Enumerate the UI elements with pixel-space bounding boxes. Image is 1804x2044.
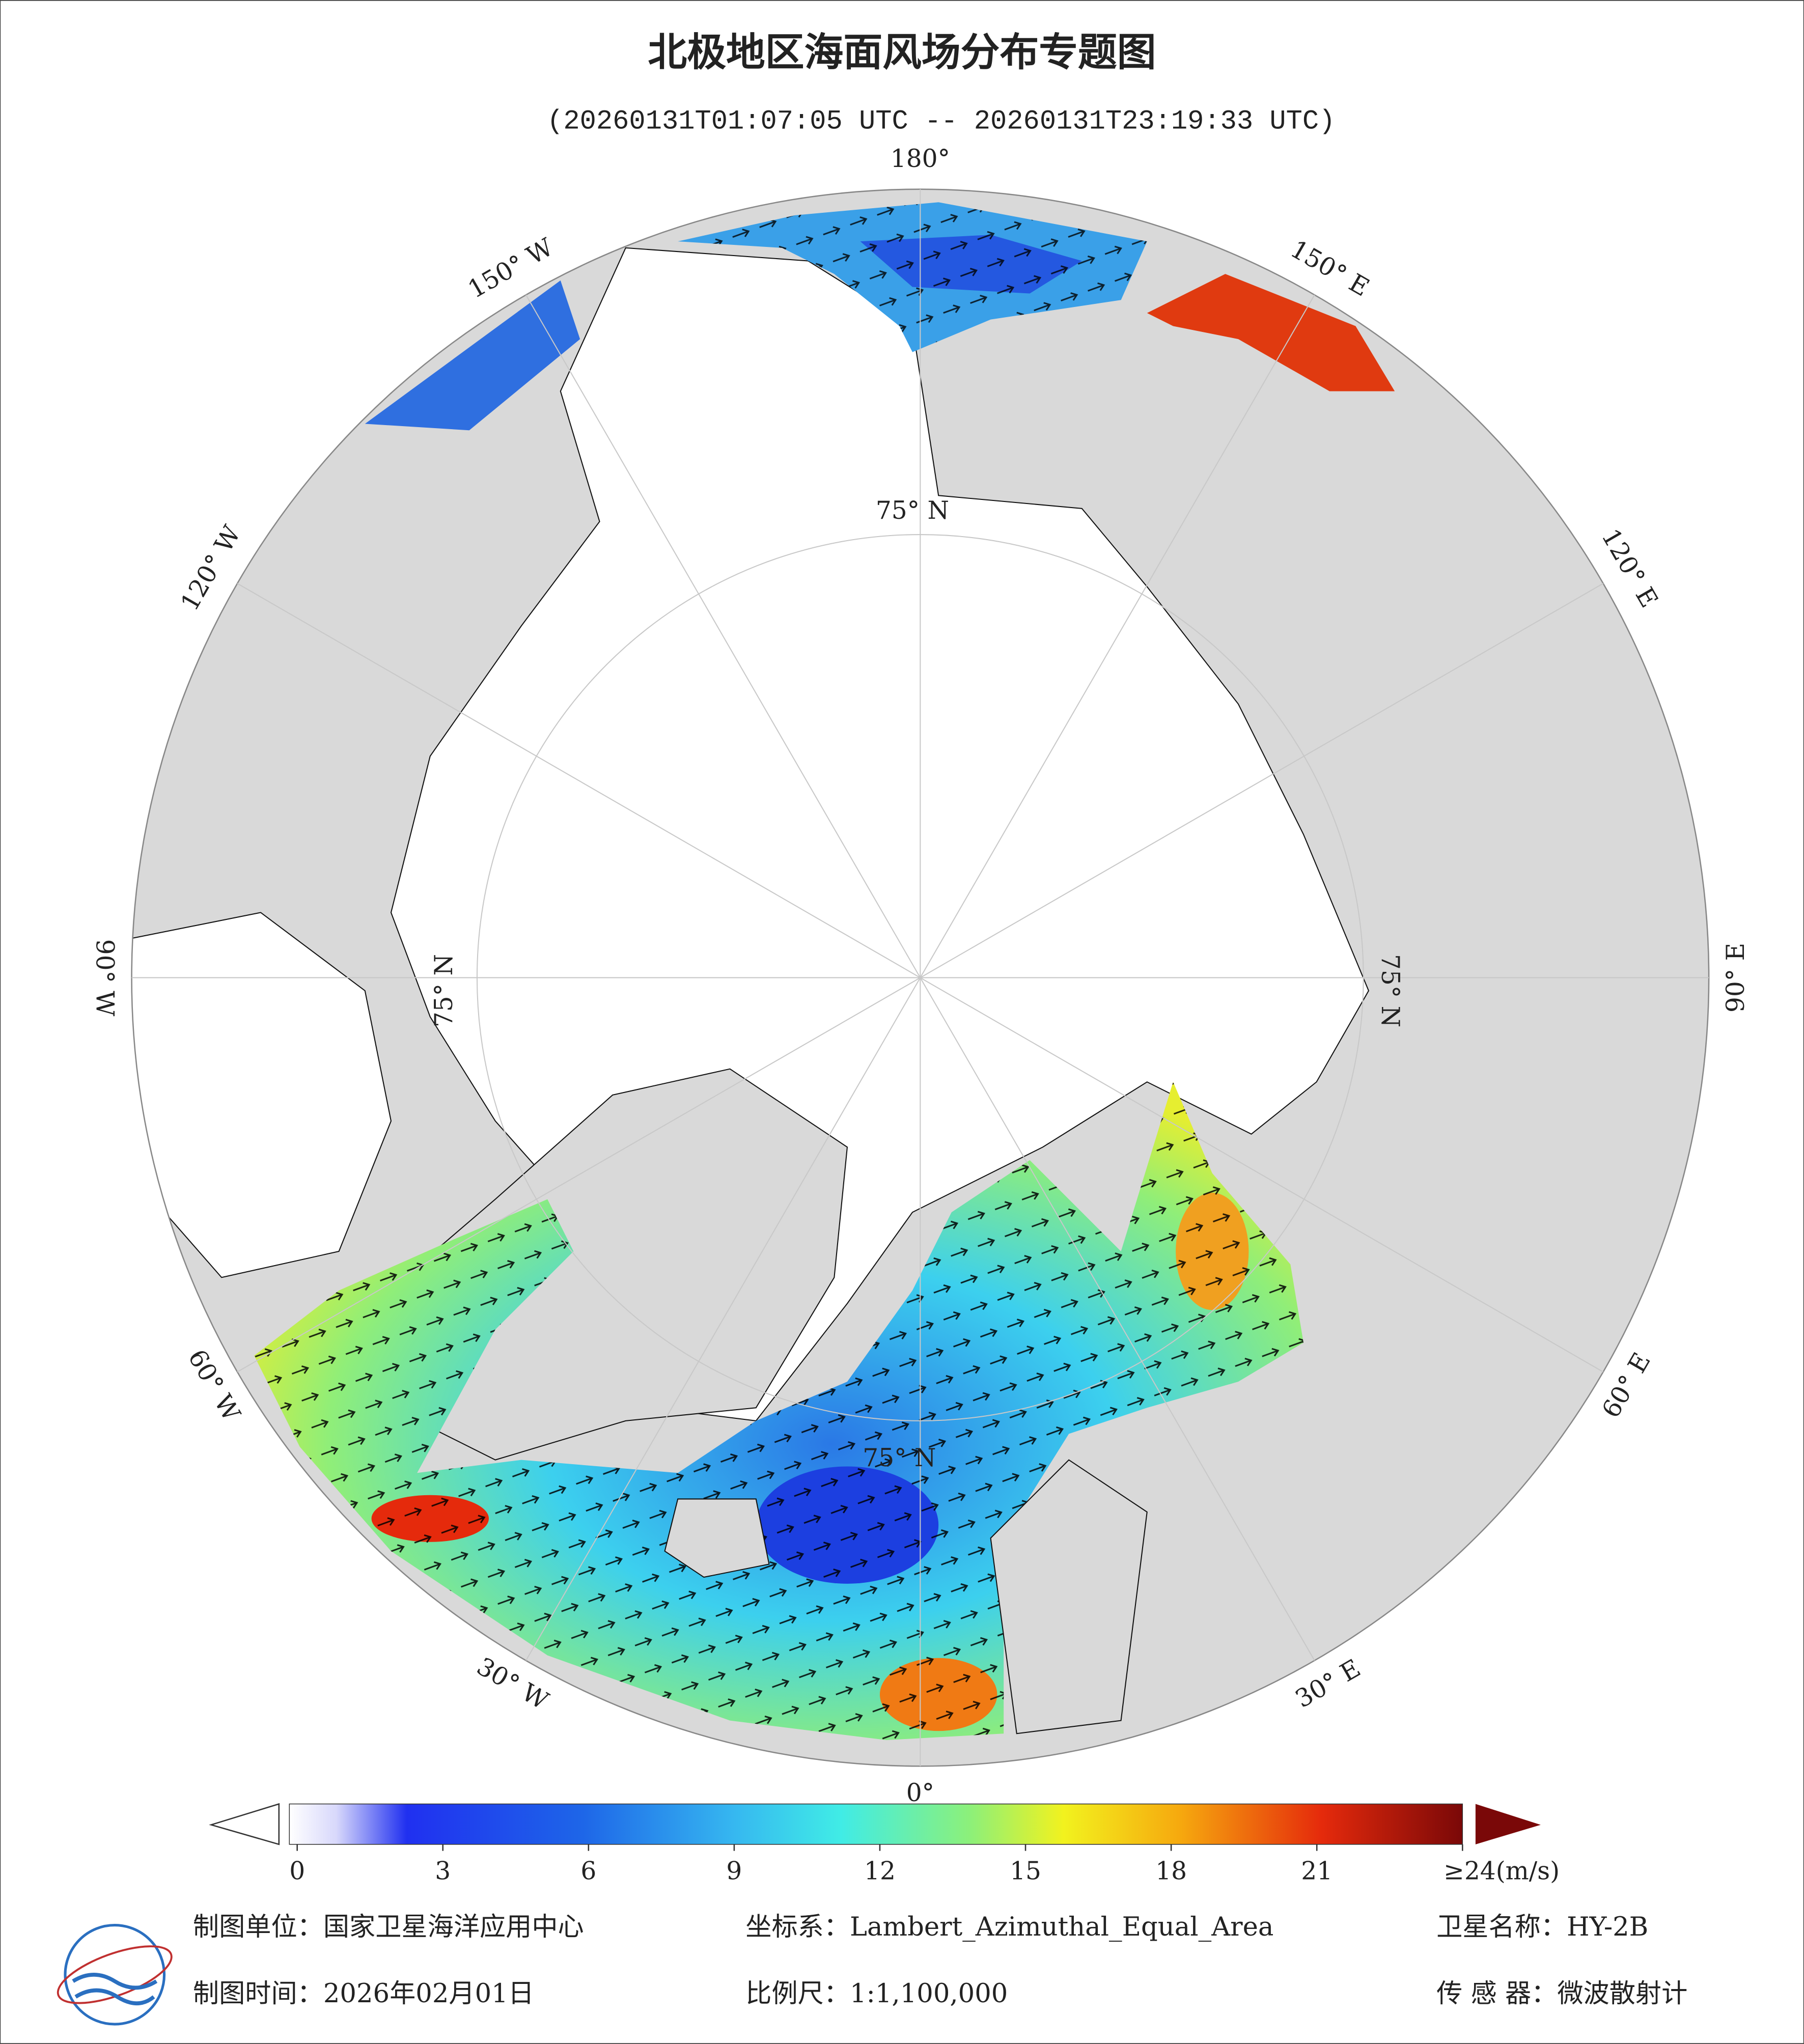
iceland	[664, 1498, 770, 1578]
lat-label: 75° N	[876, 496, 949, 525]
meridian	[237, 977, 921, 1373]
footer-sensor: 传 感 器：微波散射计	[1436, 1978, 1687, 2009]
colorbar-bar	[289, 1803, 1463, 1845]
scandinavia	[990, 1459, 1148, 1734]
footer-unit: 制图单位：国家卫星海洋应用中心	[193, 1912, 584, 1942]
colorbar	[209, 1803, 1541, 1845]
wind-okhotsk	[1147, 274, 1395, 391]
lat-label: 75° N	[863, 1444, 936, 1472]
logo	[57, 1923, 173, 2026]
colorbar-tick-label: 9	[726, 1857, 742, 1886]
colorbar-tick-label: 12	[864, 1857, 896, 1886]
lon-label: 90° E	[1722, 943, 1750, 1013]
subtitle: (20260131T01:07:05 UTC -- 20260131T23:19…	[547, 106, 1335, 137]
colorbar-tick-label: 15	[1010, 1857, 1041, 1886]
colorbar-under	[209, 1803, 280, 1845]
wind-beaufort	[365, 280, 580, 431]
lat-label: 75° N	[430, 954, 458, 1027]
colorbar-tick-label: 3	[435, 1857, 451, 1886]
footer-satellite: 卫星名称：HY-2B	[1436, 1912, 1648, 1942]
colorbar-tick-label: 18	[1155, 1857, 1187, 1886]
title: 北极地区海面风场分布专题图	[648, 30, 1156, 75]
lon-label: 180°	[891, 145, 950, 173]
map	[131, 189, 1709, 1767]
footer-date: 制图时间：2026年02月01日	[193, 1978, 534, 2009]
colorbar-tick-label: ≥24(m/s)	[1444, 1857, 1560, 1886]
wind-arrows	[254, 1082, 1303, 1741]
meridian	[525, 977, 921, 1661]
footer-scale: 比例尺：1:1,100,000	[745, 1978, 1008, 2009]
meridian	[920, 977, 1315, 1661]
footer-crs: 坐标系：Lambert_Azimuthal_Equal_Area	[745, 1912, 1273, 1942]
colorbar-tick-label: 21	[1301, 1857, 1333, 1886]
colorbar-over	[1475, 1804, 1541, 1844]
meridian	[237, 583, 921, 978]
meridian	[920, 977, 1604, 1373]
lat-label: 75° N	[1376, 954, 1404, 1027]
colorbar-tick-label: 0	[289, 1857, 305, 1886]
meridian	[920, 294, 1315, 978]
lon-label: 0°	[906, 1779, 934, 1807]
meridian	[525, 294, 921, 978]
lon-label: 90° W	[91, 939, 119, 1017]
wind-arrows	[678, 202, 1147, 352]
colorbar-tick-label: 6	[580, 1857, 596, 1886]
graticule	[131, 188, 1710, 1767]
meridian	[920, 583, 1604, 978]
